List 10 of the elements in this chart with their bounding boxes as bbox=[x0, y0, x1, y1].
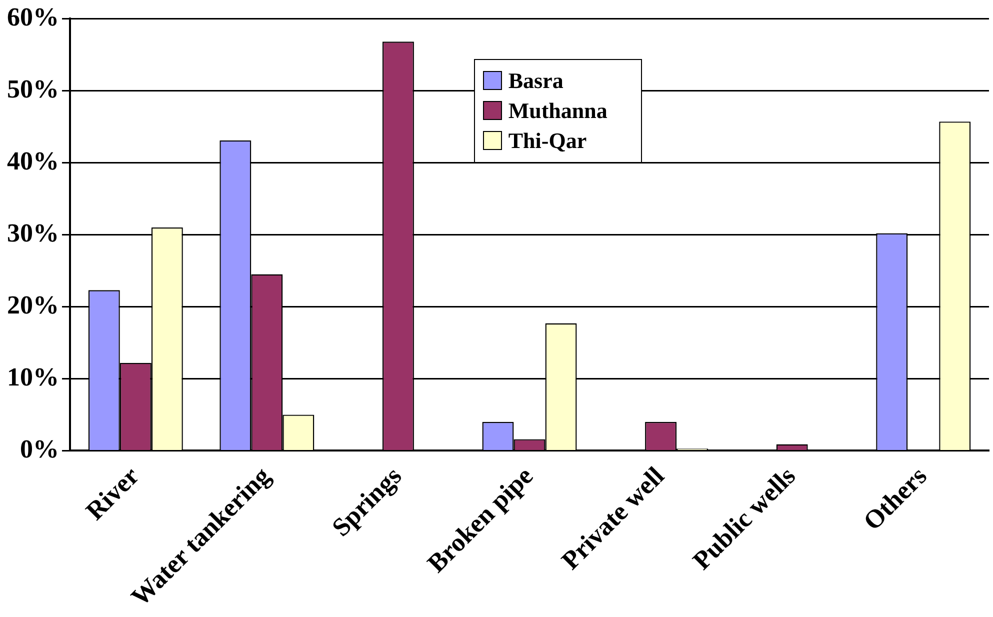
y-tick-label: 50% bbox=[7, 74, 59, 104]
legend-label: Basra bbox=[508, 68, 564, 94]
y-tick-label: 10% bbox=[7, 362, 59, 392]
y-tick-label: 0% bbox=[20, 434, 59, 464]
y-tick-label: 20% bbox=[7, 290, 59, 320]
y-tick-label: 30% bbox=[7, 218, 59, 248]
y-tick-label: 60% bbox=[7, 2, 59, 32]
legend-label: Thi-Qar bbox=[508, 128, 587, 154]
legend-label: Muthanna bbox=[508, 98, 608, 124]
y-tick-label: 40% bbox=[7, 146, 59, 176]
